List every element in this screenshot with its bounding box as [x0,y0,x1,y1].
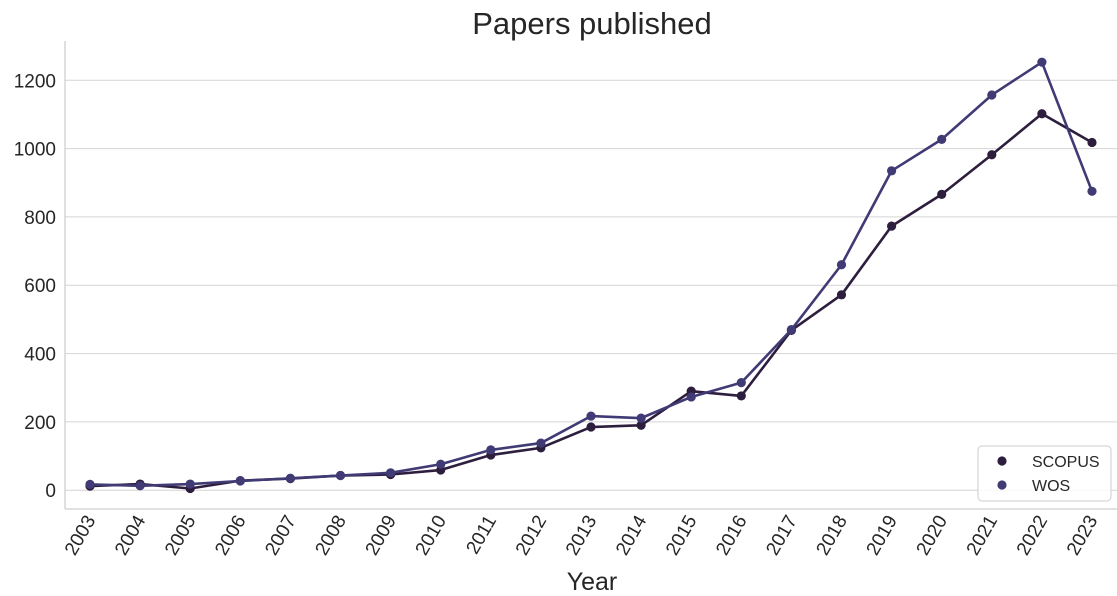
x-tick-label: 2020 [913,512,952,559]
x-tick-label: 2007 [261,512,300,559]
data-point [486,445,496,455]
x-tick-label: 2003 [61,512,100,559]
y-tick-label: 800 [24,208,56,229]
data-point [786,325,797,335]
legend-box [977,445,1112,502]
data-point [285,473,295,483]
x-tick-label: 2006 [211,512,250,559]
y-tick-label: 600 [24,276,56,297]
x-tick-label: 2005 [161,512,200,559]
data-point [736,378,746,388]
data-point [1037,109,1047,119]
data-point [185,479,195,489]
data-point [436,459,446,469]
data-point [636,420,646,430]
x-tick-label: 2016 [712,512,751,559]
data-point [987,90,997,100]
y-tick-label: 200 [24,413,56,434]
x-tick-labels: 2003 2004 2005 2006 2007 2008 2009 2010 2011 2012… [61,512,1102,559]
data-point [386,468,396,478]
x-tick-label: 2019 [863,512,902,559]
data-point [887,221,897,231]
legend-marker [997,480,1007,490]
data-point [987,150,997,160]
data-point [1087,186,1097,196]
x-tick-label: 2012 [512,512,551,559]
gridlines [65,79,1117,491]
legend-marker [997,456,1007,466]
x-tick-label: 2023 [1063,512,1102,559]
x-tick-label: 2021 [963,512,1002,559]
chart-title: Papers published [472,6,712,41]
x-tick-label: 2008 [312,512,351,559]
series-line-scopus [89,112,1093,490]
data-point [887,166,897,176]
x-tick-label: 2004 [111,512,151,559]
y-tick-label: 0 [45,481,56,502]
data-point [937,134,947,144]
x-axis-label: Year [567,568,618,596]
data-point [586,422,596,432]
data-point [836,290,847,300]
legend-label: SCOPUS [1032,454,1100,471]
y-tick-label: 400 [24,345,56,366]
y-tick-label: 1000 [14,140,56,161]
x-tick-label: 2009 [362,512,401,559]
data-point [536,438,546,448]
data-point [1087,137,1097,148]
y-tick-labels: 0 200 400 600 800 1000 1200 [14,71,56,502]
x-tick-label: 2014 [612,512,652,559]
data-point [1037,57,1047,67]
x-tick-label: 2017 [762,512,801,559]
series-wos [85,57,1097,491]
data-point [686,392,696,402]
series-scopus [85,109,1097,494]
x-tick-label: 2011 [463,512,502,558]
x-tick-label: 2013 [562,512,601,559]
legend: SCOPUS WOS [977,445,1112,502]
data-point [937,189,947,199]
data-point [335,470,346,481]
legend-label: WOS [1032,478,1070,495]
x-tick-label: 2015 [662,512,701,559]
x-tick-label: 2010 [412,512,451,559]
series-group [85,57,1097,494]
x-tick-label: 2022 [1013,512,1052,559]
data-point [736,391,746,401]
y-tick-label: 1200 [14,71,56,92]
x-tick-label: 2018 [813,512,852,559]
data-point [135,481,145,491]
data-point [235,476,245,486]
data-point [85,479,95,490]
data-point [636,413,646,423]
data-point [586,411,596,421]
data-point [836,260,847,270]
